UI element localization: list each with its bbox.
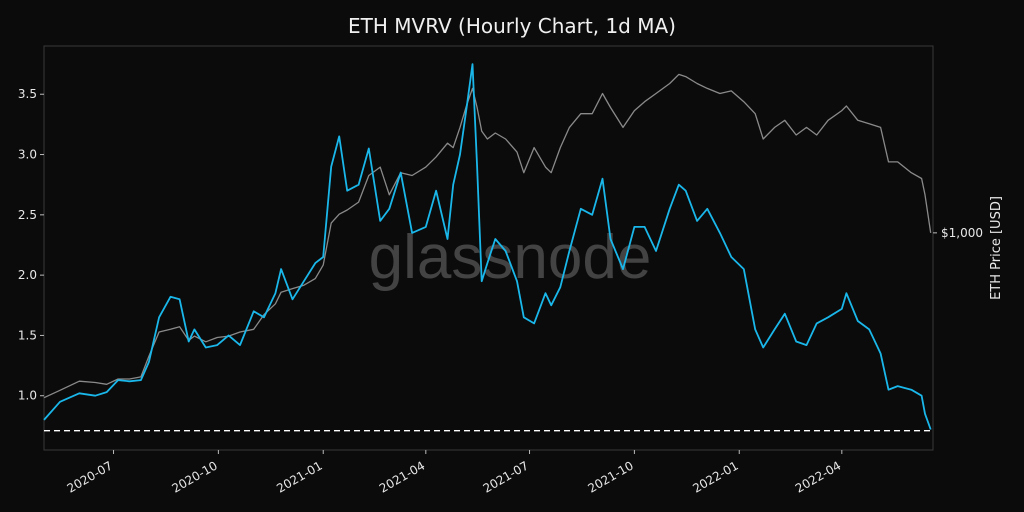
- plot-frame: [43, 45, 934, 451]
- x-tick-label: 2020-07: [65, 458, 115, 495]
- x-tick-label: 2022-04: [793, 458, 843, 495]
- y-tick-label: 3.5: [18, 87, 37, 101]
- x-tick-label: 2020-10: [169, 458, 219, 495]
- x-tick-label: 2021-10: [585, 458, 635, 495]
- y-tick-label: 2.5: [18, 208, 37, 222]
- x-tick-label: 2021-07: [481, 458, 531, 495]
- x-tick-label: 2021-01: [274, 458, 324, 495]
- y-tick-label: 2.0: [18, 268, 37, 282]
- chart-title: ETH MVRV (Hourly Chart, 1d MA): [348, 14, 676, 38]
- y-tick-label: 1.0: [18, 389, 37, 403]
- eth-price-line: [43, 73, 932, 399]
- series-layer: [43, 63, 933, 432]
- watermark-logo: glassnode: [369, 223, 652, 292]
- right-axis-label: ETH Price [USD]: [989, 196, 1004, 300]
- y-tick-label: 3.0: [18, 148, 37, 162]
- right-tick-label: $1,000: [941, 226, 983, 240]
- x-tick-label: 2021-04: [377, 458, 427, 495]
- y-tick-label: 1.5: [18, 328, 37, 342]
- x-tick-label: 2022-01: [690, 458, 740, 495]
- mvrv-line: [43, 63, 932, 430]
